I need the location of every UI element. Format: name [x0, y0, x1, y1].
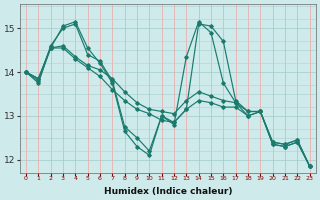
- X-axis label: Humidex (Indice chaleur): Humidex (Indice chaleur): [104, 187, 232, 196]
